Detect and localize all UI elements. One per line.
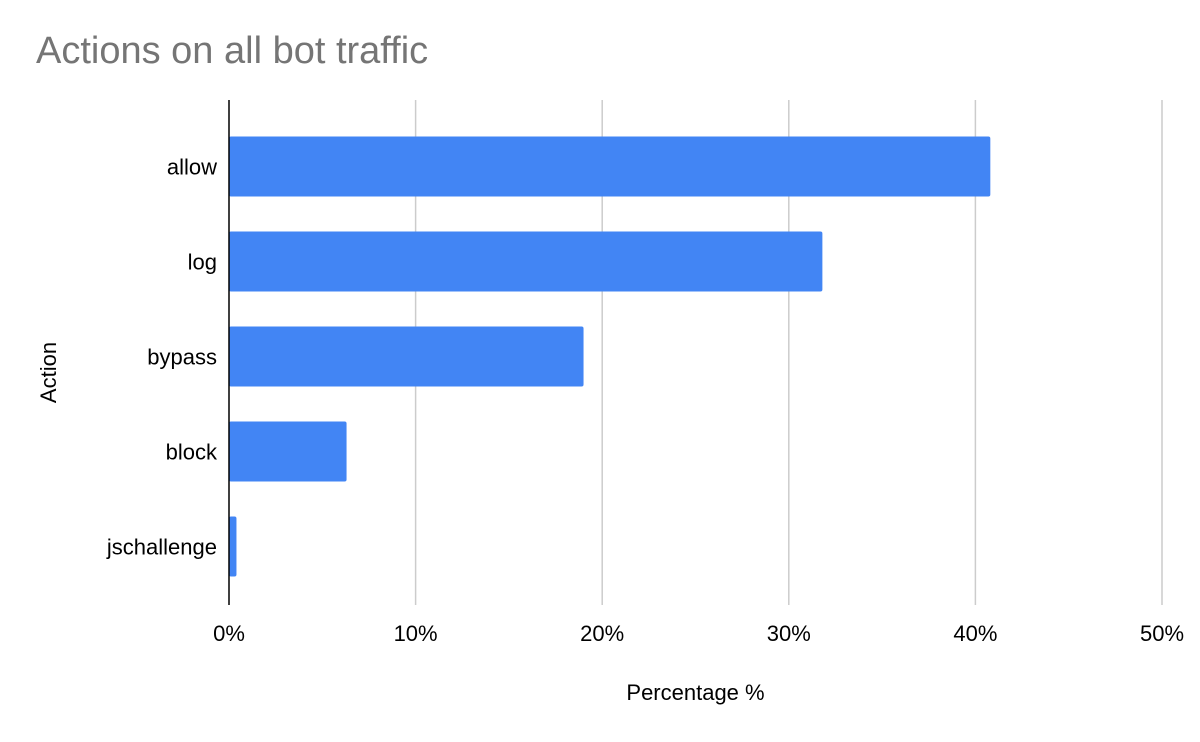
x-tick-label: 40% — [953, 621, 997, 646]
bar-bypass — [229, 326, 584, 387]
x-axis-title: Percentage % — [626, 680, 764, 705]
category-label: bypass — [147, 345, 217, 370]
x-tick-label: 50% — [1140, 621, 1184, 646]
x-tick-label: 10% — [394, 621, 438, 646]
category-label: log — [188, 250, 217, 275]
bars — [229, 136, 991, 577]
x-tick-label: 30% — [767, 621, 811, 646]
y-axis-title: Action — [36, 342, 61, 403]
x-tick-label: 20% — [580, 621, 624, 646]
bar-block — [229, 421, 347, 482]
bar-allow — [229, 136, 991, 197]
bar-jschallenge — [229, 516, 237, 577]
x-tick-label: 0% — [213, 621, 245, 646]
category-label: jschallenge — [106, 535, 217, 560]
labels: 0% 10% 20% 30% 40% 50% allow log bypass block jsch… — [106, 155, 1184, 647]
bar-log — [229, 231, 823, 292]
chart-title: Actions on all bot traffic — [36, 30, 429, 72]
category-label: block — [166, 440, 218, 465]
category-label: allow — [167, 155, 217, 180]
